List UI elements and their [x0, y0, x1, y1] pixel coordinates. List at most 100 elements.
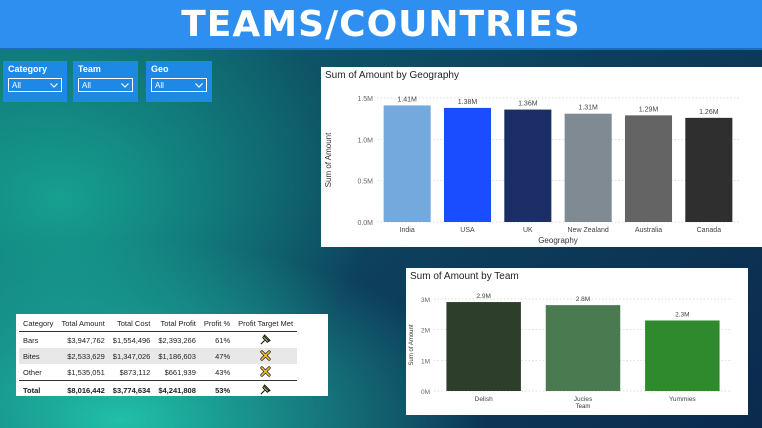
profit-table: Category Total Amount Total Cost Total P… — [19, 316, 298, 399]
slicer-team: Team All — [73, 61, 138, 102]
x-tick-label: Jucies — [574, 396, 593, 403]
x-tick-label: India — [400, 227, 415, 234]
cell-profit: $661,939 — [164, 367, 196, 377]
page-title: TEAMS/COUNTRIES — [181, 3, 581, 45]
x-tick-label: New Zealand — [568, 227, 609, 234]
cell-target — [234, 380, 298, 399]
cell-cost: $3,774,634 — [108, 380, 155, 399]
team-chart-panel: Sum of Amount by Team 0M 1M 2M 3M 2.9M Delish… — [406, 268, 748, 415]
x-mark-icon — [260, 365, 271, 377]
geo-chart-title: Sum of Amount by Geography — [325, 70, 459, 81]
col-header-profit-target[interactable]: Profit Target Met — [234, 316, 298, 332]
slicer-category-value: All — [12, 80, 21, 90]
bar — [645, 320, 720, 391]
col-header-profit-pct[interactable]: Profit % — [199, 316, 235, 332]
bar — [383, 105, 431, 222]
slicer-geo-dropdown[interactable]: All — [151, 78, 207, 92]
chevron-down-icon — [195, 82, 203, 88]
data-label: 1.31M — [578, 105, 598, 112]
slicer-geo-value: All — [155, 80, 164, 90]
cell-target — [234, 332, 297, 349]
y-tick-label: 1.5M — [357, 96, 373, 103]
y-axis-label: Sum of Amount — [409, 324, 415, 365]
x-tick-label: USA — [460, 227, 475, 234]
cell-category: Bars — [23, 335, 39, 345]
table-total-row: Total $8,016,442 $3,774,634 $4,241,808 5… — [19, 380, 298, 399]
chevron-down-icon — [50, 82, 58, 88]
cell-profit: $2,393,266 — [158, 335, 196, 345]
x-tick-label: Australia — [635, 227, 662, 234]
table-row: Bites $2,533,629 $1,347,026 $1,186,603 4… — [19, 348, 298, 364]
cell-category: Total — [19, 380, 58, 399]
x-axis-label: Geography — [538, 236, 578, 245]
y-tick-label: 0.5M — [357, 179, 373, 186]
x-mark-icon — [260, 349, 271, 361]
bar — [624, 115, 673, 222]
team-chart: 0M 1M 2M 3M 2.9M Delish 2.8M Jucies 2.3M Yummies T… — [409, 293, 732, 410]
col-header-total-amount[interactable]: Total Amount — [57, 316, 109, 332]
team-chart-title: Sum of Amount by Team — [410, 271, 519, 282]
bar — [446, 302, 521, 391]
slicer-geo: Geo All — [146, 61, 212, 102]
cell-amount: $2,533,629 — [57, 348, 109, 364]
data-label: 2.3M — [675, 311, 689, 318]
cell-amount: $1,535,051 — [67, 367, 105, 377]
header-banner: TEAMS/COUNTRIES — [0, 0, 762, 50]
bar — [545, 305, 621, 391]
cell-target — [234, 364, 297, 381]
slicer-category-label: Category — [8, 64, 48, 74]
slicer-geo-label: Geo — [151, 64, 169, 74]
bar — [564, 113, 612, 222]
cell-pct: 47% — [199, 348, 235, 364]
pin-icon — [260, 333, 271, 344]
cell-amount: $8,016,442 — [57, 380, 109, 399]
col-header-total-cost[interactable]: Total Cost — [108, 316, 155, 332]
cell-profit: $1,186,603 — [154, 348, 200, 364]
data-label: 1.38M — [458, 99, 478, 106]
cell-cost: $1,347,026 — [108, 348, 155, 364]
col-header-total-profit[interactable]: Total Profit — [154, 316, 200, 332]
cell-category: Bites — [19, 348, 58, 364]
table-header-row: Category Total Amount Total Cost Total P… — [19, 316, 298, 332]
y-tick-label: 3M — [421, 297, 430, 304]
cell-amount: $3,947,762 — [67, 335, 105, 345]
y-tick-label: 1.0M — [357, 137, 373, 144]
cell-category: Other — [23, 367, 42, 377]
bar — [685, 117, 733, 222]
table-row: Bars $3,947,762 $1,554,496 $2,393,266 61… — [19, 332, 297, 349]
col-header-category[interactable]: Category — [19, 316, 58, 332]
x-tick-label: UK — [523, 227, 533, 234]
chevron-down-icon — [121, 82, 129, 88]
x-tick-label: Yummies — [669, 396, 696, 403]
y-tick-label: 0.0M — [357, 220, 373, 227]
slicer-team-dropdown[interactable]: All — [78, 78, 133, 92]
data-label: 1.26M — [699, 109, 719, 116]
y-tick-label: 2M — [421, 328, 430, 335]
slicer-category-dropdown[interactable]: All — [8, 78, 62, 92]
data-label: 2.8M — [576, 296, 590, 303]
cell-profit: $4,241,808 — [154, 380, 200, 399]
data-label: 1.36M — [518, 101, 538, 108]
x-tick-label: Delish — [475, 396, 493, 403]
slicer-category: Category All — [3, 61, 67, 102]
profit-table-panel: Category Total Amount Total Cost Total P… — [16, 314, 328, 399]
bar — [443, 107, 492, 222]
pin-icon — [260, 384, 271, 395]
data-label: 1.41M — [397, 96, 417, 103]
geo-chart: 0.0M 0.5M 1.0M 1.5M 1.41M India 1.38M USA 1.36M U… — [324, 96, 739, 245]
cell-target — [234, 348, 298, 364]
y-axis-label: Sum of Amount — [324, 132, 333, 187]
y-tick-label: 1M — [421, 358, 430, 365]
bar — [504, 109, 552, 222]
cell-cost: $873,112 — [119, 367, 151, 377]
cell-pct: 61% — [215, 335, 231, 345]
x-tick-label: Canada — [697, 227, 722, 234]
y-tick-label: 0M — [421, 389, 430, 396]
slicer-team-label: Team — [78, 64, 101, 74]
geo-chart-panel: Sum of Amount by Geography 0.0M 0.5M 1.0M 1… — [321, 67, 762, 247]
slicer-team-value: All — [82, 80, 91, 90]
cell-pct: 43% — [215, 367, 231, 377]
data-label: 1.29M — [639, 106, 659, 113]
x-axis-label: Team — [576, 404, 591, 410]
data-label: 2.9M — [476, 293, 490, 300]
